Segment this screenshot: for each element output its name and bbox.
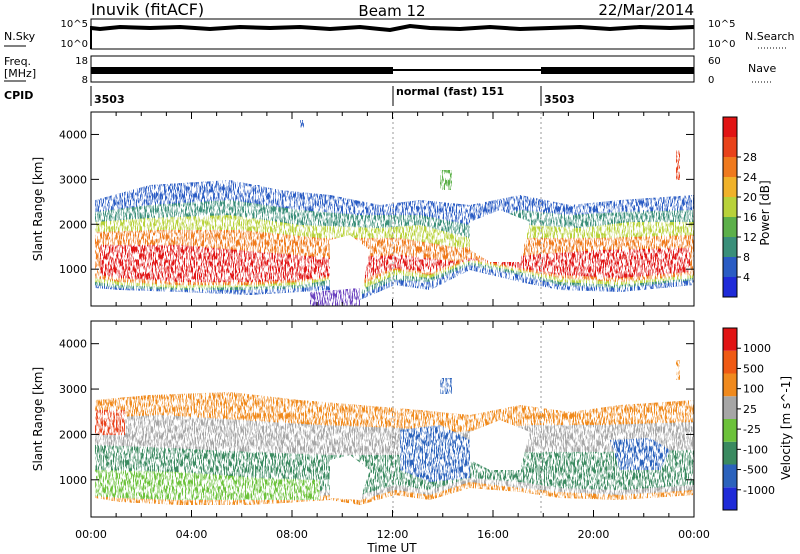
nsky-tick-high: 10^5 [61,19,88,30]
velocity-ytick-label-2: 3000 [59,383,87,396]
velocity-colorbar-label: Velocity [m s^-1] [779,376,793,480]
power-colorbar-swatch-6 [723,157,737,177]
nsky-trace [90,23,695,33]
power-colorbar-tick-label-6: 28 [743,151,757,164]
velocity-colorbar-tick-label-7: -1000 [743,484,775,497]
date-title: 22/Mar/2014 [598,1,694,19]
power-ytick-label-3: 4000 [59,128,87,141]
velocity-colorbar-swatch-6 [723,350,737,374]
power-colorbar-swatch-3 [723,217,737,237]
power-colorbar-tick-label-4: 20 [743,191,757,204]
nsky-tick-low: 10^0 [61,39,88,50]
freq-unit-label: [MHz] [4,67,36,80]
cpid-segment-1: 3503 [94,93,125,106]
power-colorbar-swatch-7 [723,137,737,157]
velocity-colorbar-tick-label-2: 100 [743,383,764,396]
power-ytick-label-0: 1000 [59,263,87,276]
nave-tick-low: 0 [708,75,714,86]
time-tick-label-1: 04:00 [176,528,208,541]
velocity-colorbar-tick-label-5: -100 [743,443,768,456]
velocity-colorbar-swatch-2 [723,441,737,465]
nsky-label: N.Sky [4,30,36,43]
velocity-colorbar-swatch-7 [723,328,737,351]
power-colorbar-swatch-5 [723,177,737,197]
power-colorbar-swatch-8 [723,117,737,137]
freq-trace-1 [91,67,393,74]
velocity-colorbar-frame [722,327,738,511]
velocity-ytick-label-0: 1000 [59,474,87,487]
cpid-segment-2: normal (fast) 151 [396,85,504,98]
power-colorbar-tick-label-5: 24 [743,171,757,184]
power-colorbar-tick-label-1: 8 [743,251,750,264]
nsearch-tick-high: 10^5 [708,19,735,30]
power-colorbar-tick-label-0: 4 [743,271,750,284]
power-ytick-label-2: 3000 [59,173,87,186]
power-colorbar-swatch-1 [723,257,737,277]
velocity-colorbar-swatch-3 [723,419,737,442]
velocity-colorbar-tick-label-4: -25 [743,423,761,436]
power-colorbar-frame [722,116,738,298]
time-tick-label-4: 16:00 [477,528,509,541]
freq-tick-high: 18 [75,56,88,67]
velocity-colorbar-swatch-0 [723,487,737,510]
velocity-ytick-label-3: 4000 [59,338,87,351]
time-tick-label-5: 20:00 [578,528,610,541]
freq-trace-2 [541,67,694,74]
cpid-label: CPID [4,89,33,102]
time-tick-label-6: 00:00 [678,528,710,541]
nave-label: Nave [748,62,776,75]
time-tick-label-3: 12:00 [377,528,409,541]
velocity-colorbar-tick-label-3: 25 [743,403,757,416]
nsearch-tick-low: 10^0 [708,39,735,50]
velocity-colorbar-tick-label-0: 1000 [743,342,771,355]
velocity-colorbar-tick-label-6: -500 [743,464,768,477]
velocity-ylabel: Slant Range [km] [31,367,45,471]
power-ylabel: Slant Range [km] [31,157,45,261]
velocity-colorbar-swatch-4 [723,396,737,419]
power-colorbar-label: Power [dB] [758,180,772,245]
nsearch-label: N.Search [745,30,795,43]
freq-panel [90,55,695,83]
power-colorbar-swatch-2 [723,237,737,257]
velocity-colorbar-tick-label-1: 500 [743,362,764,375]
power-ytick-label-1: 2000 [59,218,87,231]
velocity-panel [90,320,695,518]
beam-title: Beam 12 [358,2,425,20]
velocity-colorbar-swatch-5 [723,373,737,397]
time-tick-label-2: 08:00 [276,528,308,541]
station-title: Inuvik (fitACF) [91,0,204,19]
time-tick-label-0: 00:00 [75,528,107,541]
freq-label: Freq. [4,55,31,68]
time-axis-label: Time UT [366,541,417,554]
power-colorbar-swatch-4 [723,197,737,217]
cpid-segment-3: 3503 [544,93,575,106]
power-panel [90,111,695,307]
velocity-ytick-label-1: 2000 [59,428,87,441]
power-colorbar-tick-label-2: 12 [743,231,757,244]
power-colorbar-swatch-0 [723,277,737,297]
velocity-colorbar-swatch-1 [723,464,737,488]
nsky-panel [90,18,695,50]
nave-tick-high: 60 [708,56,721,67]
freq-tick-low: 8 [82,75,88,86]
power-colorbar-tick-label-3: 16 [743,211,757,224]
